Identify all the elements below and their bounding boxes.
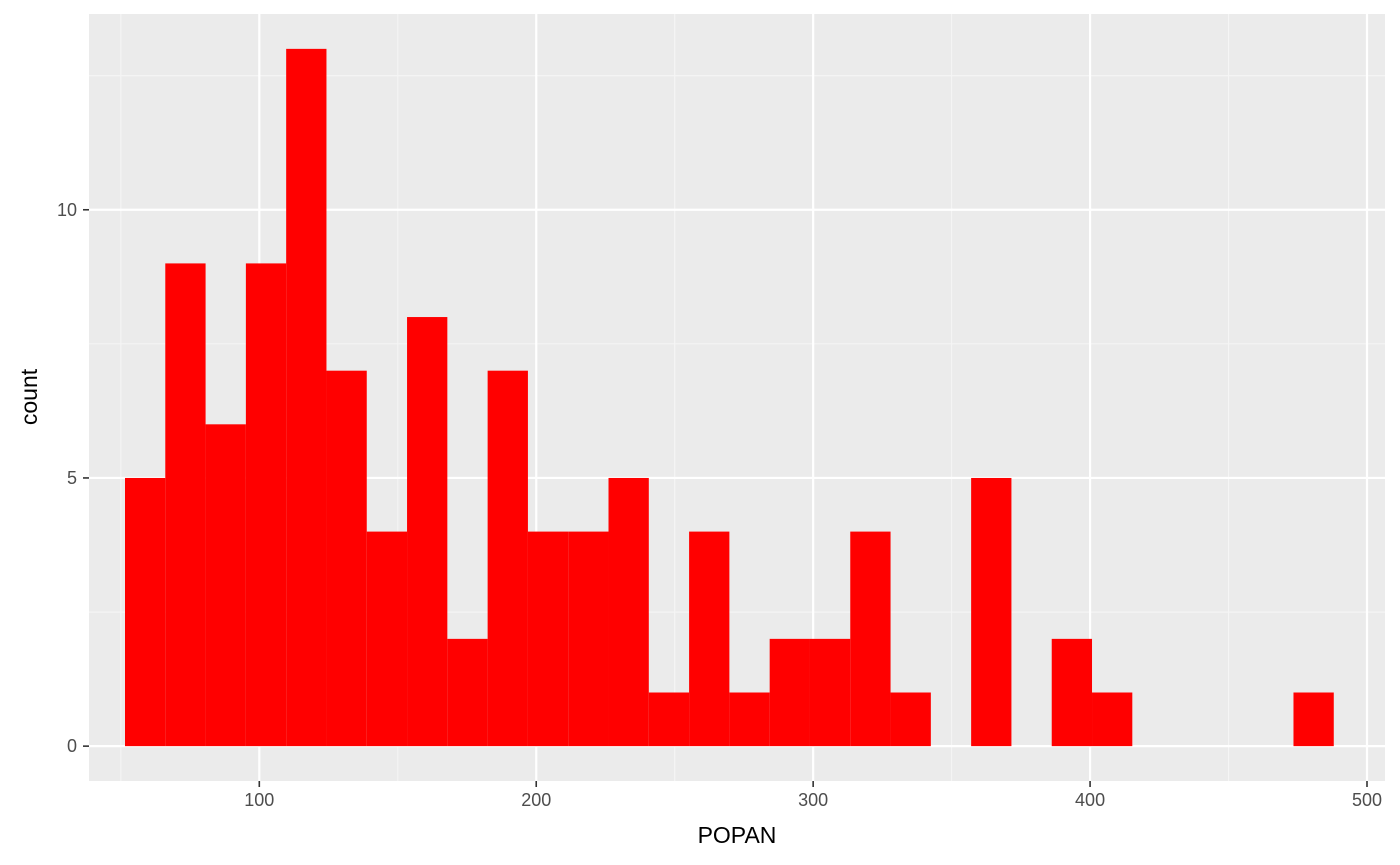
- histogram-bar: [729, 692, 770, 747]
- y-tick-label: 0: [67, 736, 77, 756]
- histogram-bar: [890, 692, 931, 747]
- histogram-bar: [769, 638, 810, 747]
- histogram-bar: [286, 48, 327, 747]
- y-tick-label: 5: [67, 468, 77, 488]
- x-tick-label: 200: [521, 790, 551, 810]
- histogram-bar: [1051, 638, 1093, 747]
- y-axis-title: count: [16, 368, 42, 425]
- histogram-bars: [125, 48, 1334, 747]
- histogram-bar: [850, 531, 891, 747]
- histogram-bar: [971, 477, 1012, 747]
- histogram-bar: [366, 531, 408, 747]
- histogram-bar: [809, 638, 851, 747]
- histogram-bar: [568, 531, 609, 747]
- histogram-bar: [165, 263, 206, 747]
- x-tick-label: 400: [1075, 790, 1105, 810]
- histogram-bar: [1293, 692, 1334, 747]
- y-tick-label: 10: [57, 200, 77, 220]
- histogram-bar: [205, 424, 246, 747]
- histogram-bar: [245, 263, 287, 747]
- x-tick-label: 100: [244, 790, 274, 810]
- histogram-bar: [648, 692, 690, 747]
- x-axis-title: POPAN: [698, 822, 777, 848]
- x-axis: 100 200 300 400 500: [244, 781, 1382, 810]
- histogram-bar: [689, 531, 730, 747]
- histogram-bar: [407, 317, 448, 747]
- y-axis: 0 5 10: [57, 200, 89, 756]
- histogram-bar: [487, 370, 528, 747]
- histogram-bar: [527, 531, 569, 747]
- histogram-bar: [326, 370, 367, 747]
- histogram-bar: [608, 477, 649, 747]
- histogram-bar: [1092, 692, 1133, 747]
- x-tick-label: 300: [798, 790, 828, 810]
- x-tick-label: 500: [1352, 790, 1382, 810]
- histogram-bar: [447, 638, 488, 747]
- histogram-bar: [125, 477, 166, 747]
